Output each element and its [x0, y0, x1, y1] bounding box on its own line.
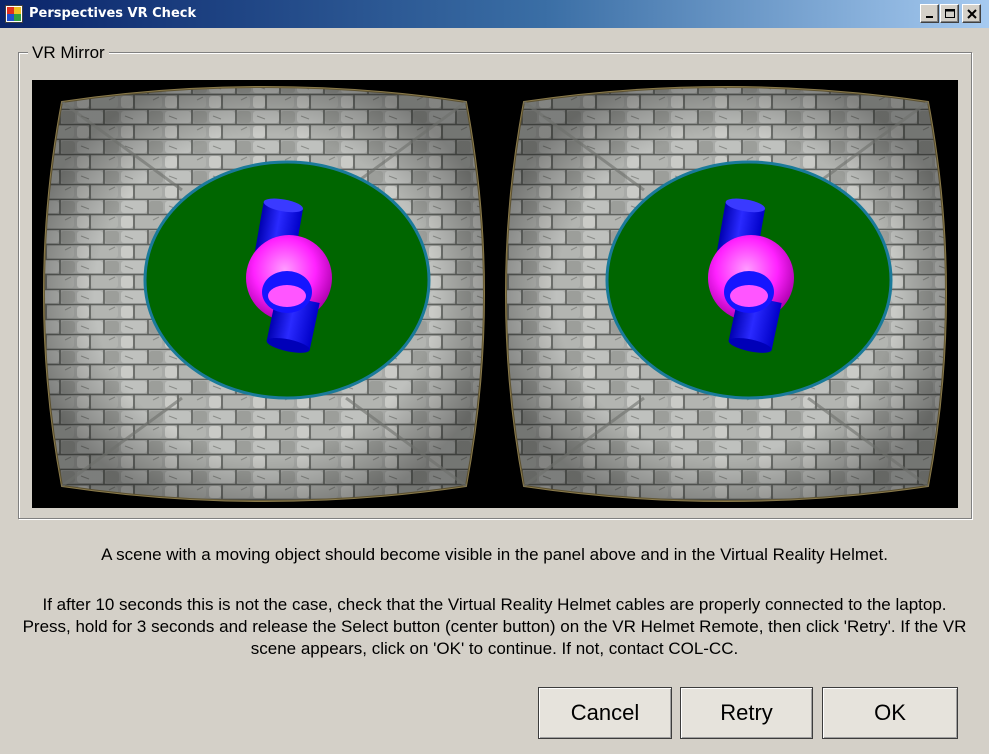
vr-mirror-groupbox	[18, 52, 972, 519]
close-button[interactable]	[962, 4, 981, 23]
right-eye-view	[504, 85, 948, 503]
ok-button[interactable]: OK	[822, 687, 958, 739]
retry-button[interactable]: Retry	[680, 687, 813, 739]
vr-mirror-panel	[32, 80, 958, 508]
vr-scene	[42, 85, 948, 503]
app-icon	[5, 5, 23, 23]
troubleshoot-text: If after 10 seconds this is not the case…	[22, 595, 967, 658]
cancel-button[interactable]: Cancel	[538, 687, 672, 739]
minimize-button[interactable]	[920, 4, 939, 23]
close-icon	[966, 8, 977, 19]
left-eye-view	[42, 85, 486, 503]
title-bar[interactable]: Perspectives VR Check	[0, 0, 989, 28]
window-title: Perspectives VR Check	[29, 6, 197, 21]
instruction-text: A scene with a moving object should beco…	[101, 545, 888, 564]
minimize-icon	[925, 15, 933, 18]
maximize-icon	[944, 8, 955, 18]
maximize-button[interactable]	[940, 4, 959, 23]
group-legend: VR Mirror	[28, 43, 109, 63]
